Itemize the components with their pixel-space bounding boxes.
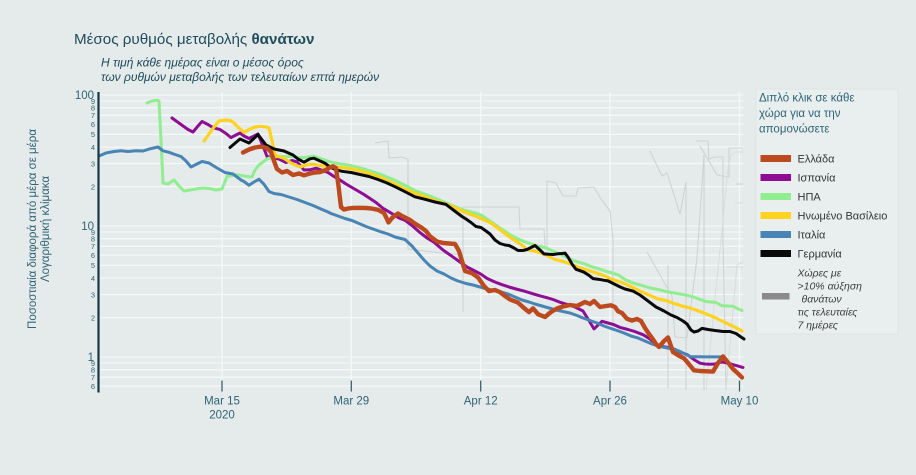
svg-text:May 10: May 10 xyxy=(721,396,759,408)
svg-text:Γερμανία: Γερμανία xyxy=(798,249,843,261)
svg-text:Ηνωμένο Βασίλειο: Ηνωμένο Βασίλειο xyxy=(798,211,888,223)
svg-text:Ποσοστιαία διαφορά από μέρα σε: Ποσοστιαία διαφορά από μέρα σε μέρα xyxy=(27,129,39,329)
svg-text:τις τελευταίες: τις τελευταίες xyxy=(798,307,859,319)
svg-text:9: 9 xyxy=(91,97,95,106)
svg-text:Ιταλία: Ιταλία xyxy=(798,230,827,242)
svg-text:2020: 2020 xyxy=(209,409,235,421)
svg-text:Ισπανία: Ισπανία xyxy=(798,173,837,185)
svg-text:1: 1 xyxy=(88,352,94,364)
svg-text:9: 9 xyxy=(91,228,95,237)
svg-text:Mar 29: Mar 29 xyxy=(333,396,369,408)
svg-text:8: 8 xyxy=(91,366,95,375)
svg-text:4: 4 xyxy=(91,274,95,283)
svg-text:10: 10 xyxy=(81,221,94,233)
svg-text:Μέσος ρυθμός μεταβολής θανάτων: Μέσος ρυθμός μεταβολής θανάτων xyxy=(74,31,314,48)
svg-text:8: 8 xyxy=(91,104,95,113)
svg-text:6: 6 xyxy=(91,251,95,260)
svg-text:3: 3 xyxy=(91,159,95,168)
svg-text:5: 5 xyxy=(91,130,95,139)
svg-text:Χώρες με: Χώρες με xyxy=(797,267,842,279)
svg-text:Η τιμή κάθε ημέρας είναι ο μέσ: Η τιμή κάθε ημέρας είναι ο μέσος όρος xyxy=(101,56,304,70)
svg-text:6: 6 xyxy=(91,120,95,129)
svg-text:4: 4 xyxy=(91,143,95,152)
svg-text:απομονώσετε: απομονώσετε xyxy=(759,124,829,136)
svg-text:7: 7 xyxy=(91,373,95,382)
svg-text:θανάτων: θανάτων xyxy=(802,294,843,306)
svg-text:Mar 15: Mar 15 xyxy=(204,396,240,408)
svg-text:2: 2 xyxy=(91,313,95,322)
svg-text:Διπλό κλικ σε κάθε: Διπλό κλικ σε κάθε xyxy=(759,93,855,105)
svg-text:Ελλάδα: Ελλάδα xyxy=(798,154,836,166)
svg-text:6: 6 xyxy=(91,382,95,391)
svg-text:7 ημέρες: 7 ημέρες xyxy=(798,320,839,332)
svg-text:>10% αύξηση: >10% αύξηση xyxy=(798,280,863,292)
svg-text:2: 2 xyxy=(91,182,95,191)
svg-text:7: 7 xyxy=(91,111,95,120)
svg-text:3: 3 xyxy=(91,290,95,299)
svg-text:5: 5 xyxy=(91,261,95,270)
svg-text:9: 9 xyxy=(91,359,95,368)
svg-text:100: 100 xyxy=(75,90,94,102)
svg-text:χώρα για να την: χώρα για να την xyxy=(759,108,841,120)
svg-text:Λογαριθμική κλίμακα: Λογαριθμική κλίμακα xyxy=(40,176,52,282)
svg-text:8: 8 xyxy=(91,235,95,244)
svg-text:7: 7 xyxy=(91,242,95,251)
svg-text:Apr 12: Apr 12 xyxy=(464,396,498,408)
svg-text:Apr 26: Apr 26 xyxy=(593,396,627,408)
svg-text:των ρυθμών μεταβολής των τελευ: των ρυθμών μεταβολής των τελευταίων επτά… xyxy=(101,70,379,84)
svg-text:ΗΠΑ: ΗΠΑ xyxy=(798,192,822,204)
